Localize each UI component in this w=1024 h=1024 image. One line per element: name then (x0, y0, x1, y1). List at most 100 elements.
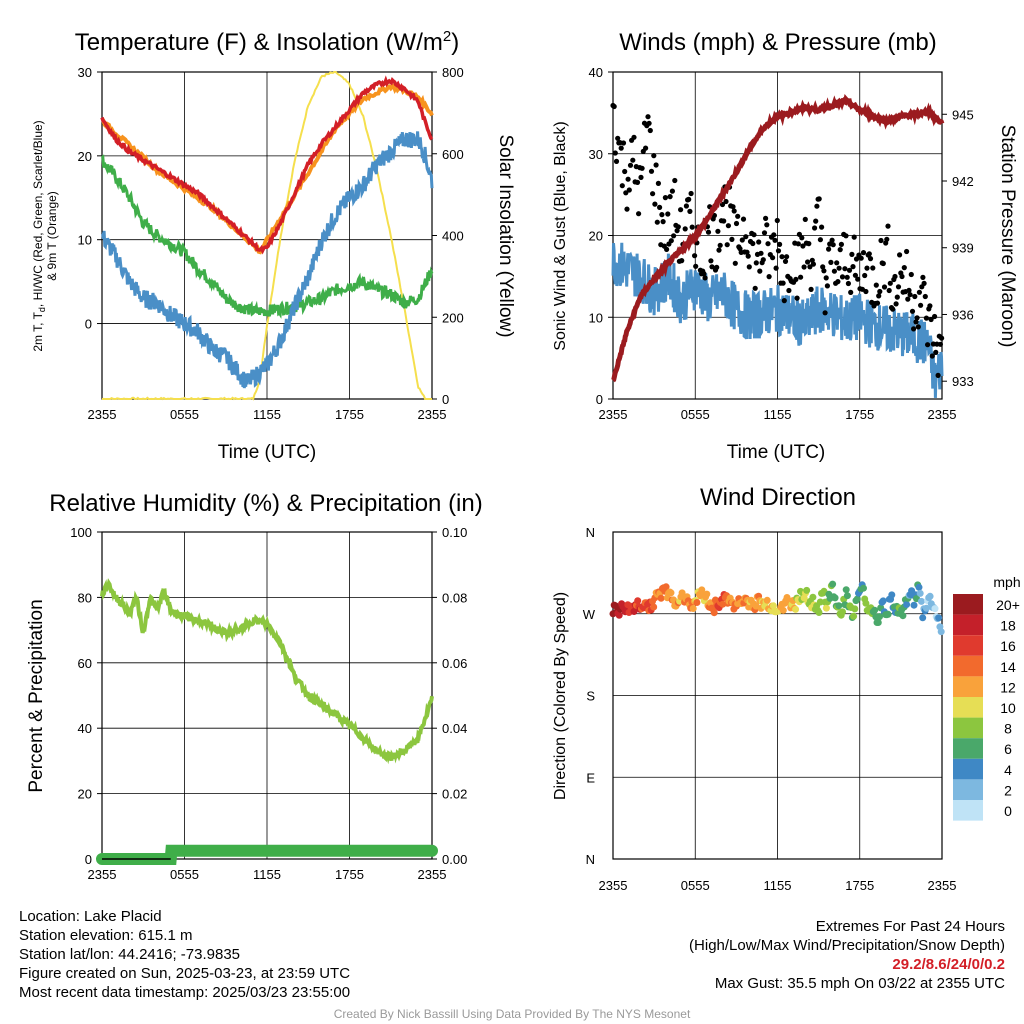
gust-point (881, 284, 888, 290)
gust-point (689, 224, 695, 230)
legend-swatch (953, 697, 983, 718)
gust-point (922, 293, 928, 300)
gust-point (802, 216, 808, 222)
gust-point (752, 285, 758, 291)
direction-point (922, 604, 930, 612)
gust-point (646, 120, 652, 126)
gust-point (908, 271, 914, 278)
gust-point (717, 242, 723, 248)
gust-point (638, 174, 644, 180)
station-info: Location: Lake Placid Station elevation:… (19, 907, 350, 1002)
x-tick-label: 2355 (928, 878, 957, 893)
y2-tick-label: 600 (442, 147, 464, 162)
gust-point (654, 219, 660, 225)
gust-point (647, 127, 653, 134)
direction-point (710, 609, 718, 617)
legend-swatch (953, 676, 983, 697)
y-tick-label: 0 (85, 852, 92, 867)
legend-swatch (953, 758, 983, 780)
direction-point (703, 590, 711, 598)
gust-point (671, 233, 677, 239)
gust-point (758, 250, 764, 256)
x-tick-label: 1155 (764, 407, 792, 422)
y2-tick-label: 0.04 (442, 721, 467, 736)
gust-point (620, 140, 627, 146)
gust-point (740, 216, 747, 222)
gust-point (920, 274, 926, 280)
gust-point (867, 256, 874, 262)
gust-point (709, 264, 715, 270)
gust-point (716, 247, 722, 253)
gust-point (624, 206, 630, 212)
gust-point (901, 265, 907, 271)
direction-point (815, 609, 823, 616)
gust-point (860, 250, 867, 256)
direction-point (816, 598, 824, 606)
gust-point (806, 241, 812, 247)
gust-point (682, 226, 688, 232)
gust-point (828, 259, 834, 265)
direction-point (860, 584, 867, 592)
gust-point (925, 342, 931, 348)
x-tick-label: 2355 (928, 407, 957, 422)
gust-point (884, 236, 890, 242)
gust-point (866, 251, 872, 257)
gust-point (929, 353, 935, 359)
direction-point (829, 580, 837, 588)
direction-point (650, 603, 658, 611)
elevation-text: Station elevation: 615.1 m (19, 927, 193, 944)
legend-label: 16 (1000, 638, 1016, 654)
gust-point (923, 315, 930, 321)
gust-point (639, 165, 645, 171)
direction-point (769, 602, 777, 610)
gust-point (885, 223, 891, 229)
direction-point (851, 605, 859, 613)
direction-point (903, 601, 911, 608)
legend-swatch (953, 655, 983, 677)
direction-point (835, 602, 843, 610)
y-tick-label: 80 (78, 590, 92, 605)
gust-point (746, 264, 752, 270)
x-tick-label: 2355 (88, 867, 117, 882)
gust-point (831, 268, 838, 274)
gust-point (823, 275, 829, 281)
direction-title: Wind Direction (700, 484, 856, 511)
gust-point (843, 233, 849, 239)
gust-point (765, 241, 771, 247)
gust-point (822, 310, 828, 316)
y2-tick-label: 933 (952, 374, 974, 389)
location-text: Location: Lake Placid (19, 908, 162, 925)
gust-point (786, 287, 792, 294)
gust-point (735, 213, 741, 219)
x-tick-label: 2355 (599, 878, 628, 893)
direction-ylabel: Direction (Colored By Speed) (552, 592, 569, 800)
y-tick-label: 30 (589, 147, 603, 162)
y-tick-label: N (586, 525, 595, 540)
gust-point (909, 308, 916, 314)
speed-legend: 20+ 18 16 14 12 10 8 6 4 2 0 (953, 594, 1020, 821)
gust-point (844, 274, 850, 280)
direction-point (871, 606, 879, 614)
gust-point (816, 196, 822, 202)
gust-point (935, 372, 941, 378)
gust-point (692, 253, 698, 259)
gust-point (721, 218, 727, 224)
gust-point (897, 252, 903, 258)
y2-tick-label: 0.10 (442, 525, 467, 540)
y2-tick-label: 200 (442, 310, 464, 325)
direction-point (698, 586, 706, 594)
direction-point (899, 612, 907, 620)
gust-point (667, 194, 673, 200)
direction-point (915, 583, 923, 591)
gust-point (775, 248, 782, 254)
gust-point (830, 242, 836, 248)
y-tick-label: E (586, 770, 595, 785)
gust-point (653, 162, 659, 168)
gust-point (932, 313, 938, 320)
gust-point (729, 236, 735, 242)
direction-point (634, 597, 642, 605)
gust-point (618, 145, 624, 151)
gust-point (839, 274, 846, 280)
gust-point (853, 256, 860, 262)
gust-point (837, 247, 843, 253)
